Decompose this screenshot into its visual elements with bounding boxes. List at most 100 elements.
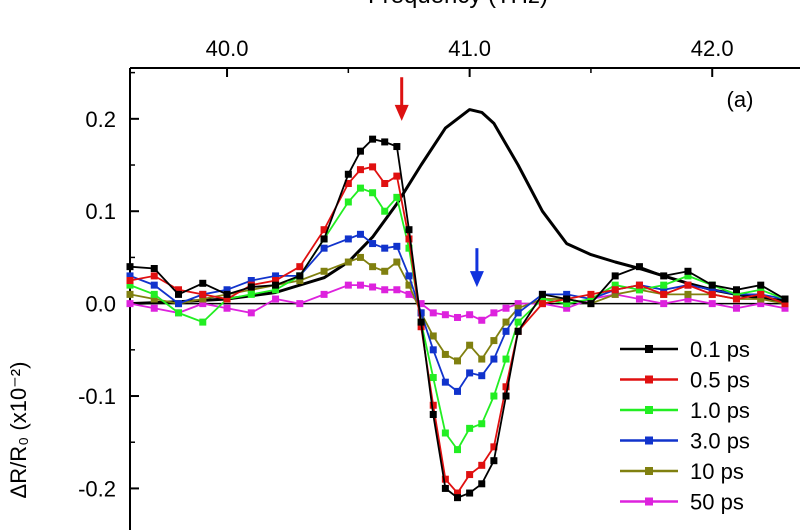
- data-point: [660, 272, 668, 280]
- data-point: [490, 355, 498, 363]
- data-point: [296, 263, 304, 271]
- x-axis-ticks: 40.0 41.0 42.0: [206, 36, 734, 77]
- data-point: [684, 290, 692, 298]
- data-point: [223, 295, 231, 303]
- data-point: [393, 172, 401, 180]
- data-point: [320, 226, 328, 234]
- data-point: [429, 401, 437, 409]
- data-point: [538, 295, 546, 303]
- legend-entry: 50 ps: [620, 490, 744, 515]
- data-point: [150, 265, 158, 273]
- data-point: [454, 446, 461, 454]
- data-point: [502, 383, 510, 391]
- data-point: [199, 318, 207, 326]
- data-point: [175, 286, 183, 294]
- data-point: [393, 242, 401, 250]
- data-point: [781, 304, 789, 312]
- data-point: [381, 267, 389, 275]
- data-point: [708, 281, 716, 289]
- data-point: [611, 290, 619, 298]
- data-point: [369, 135, 377, 143]
- data-point: [320, 290, 328, 298]
- legend-label: 0.1 ps: [690, 337, 750, 362]
- y-axis-title: ΔR/R₀ (x10⁻²): [6, 362, 31, 499]
- data-point: [356, 230, 364, 238]
- data-point: [441, 484, 449, 492]
- data-point: [320, 235, 328, 243]
- data-point: [381, 286, 389, 294]
- data-point: [502, 318, 510, 326]
- data-point: [247, 277, 255, 285]
- data-point: [393, 286, 401, 294]
- data-point: [757, 300, 765, 308]
- data-point: [538, 300, 546, 308]
- data-point: [344, 180, 352, 187]
- legend-label: 0.5 ps: [690, 368, 750, 393]
- data-point: [417, 300, 425, 308]
- data-point: [441, 429, 449, 437]
- data-point: [247, 283, 255, 291]
- data-point: [684, 295, 692, 303]
- data-point: [490, 309, 498, 317]
- data-point: [223, 304, 231, 312]
- data-point: [405, 244, 413, 252]
- data-point: [757, 295, 765, 303]
- data-point: [454, 494, 461, 502]
- data-point: [587, 290, 595, 298]
- data-point: [514, 300, 522, 308]
- data-point: [296, 272, 304, 280]
- data-point: [732, 304, 740, 312]
- data-point: [441, 311, 449, 319]
- data-point: [175, 309, 183, 317]
- data-point: [454, 387, 461, 395]
- data-point: [441, 378, 449, 386]
- data-point: [781, 295, 789, 303]
- x-tick-label: 42.0: [691, 36, 734, 61]
- data-point: [356, 147, 364, 155]
- legend-marker: [645, 345, 653, 353]
- data-point: [478, 372, 486, 380]
- data-point: [356, 166, 364, 174]
- data-point: [757, 290, 765, 298]
- data-point: [514, 318, 522, 326]
- data-point: [405, 235, 413, 243]
- data-point: [611, 286, 619, 294]
- data-point: [757, 281, 765, 289]
- data-point: [369, 283, 377, 291]
- legend-label: 1.0 ps: [690, 398, 750, 423]
- data-point: [393, 143, 401, 151]
- data-point: [381, 138, 389, 146]
- y-tick-label: 0.1: [85, 199, 116, 224]
- data-point: [393, 193, 401, 201]
- data-point: [466, 341, 474, 349]
- data-point: [660, 300, 668, 308]
- data-point: [490, 337, 498, 345]
- y-tick-label: 0.0: [85, 292, 116, 317]
- y-tick-label: -0.2: [78, 476, 116, 501]
- data-point: [417, 309, 425, 317]
- data-point: [490, 457, 498, 465]
- arrow-head: [394, 104, 409, 121]
- data-point: [175, 300, 183, 308]
- data-point: [635, 263, 643, 271]
- series-line: [129, 165, 786, 495]
- legend-entry: 3.0 ps: [620, 429, 750, 454]
- data-point: [199, 300, 207, 308]
- data-point: [660, 286, 668, 294]
- plot-area: [126, 67, 800, 530]
- data-point: [296, 277, 304, 285]
- data-point: [296, 300, 304, 308]
- data-point: [454, 357, 461, 365]
- data-point: [708, 286, 716, 294]
- data-point: [490, 392, 498, 400]
- data-point: [405, 290, 413, 298]
- data-point: [150, 304, 158, 312]
- data-point: [272, 281, 280, 289]
- arrow-red: [394, 77, 409, 121]
- data-point: [514, 309, 522, 317]
- data-point: [441, 350, 449, 358]
- data-point: [417, 318, 425, 326]
- arrow-head: [469, 271, 484, 288]
- data-point: [563, 290, 571, 298]
- y-tick-label: 0.2: [85, 107, 116, 132]
